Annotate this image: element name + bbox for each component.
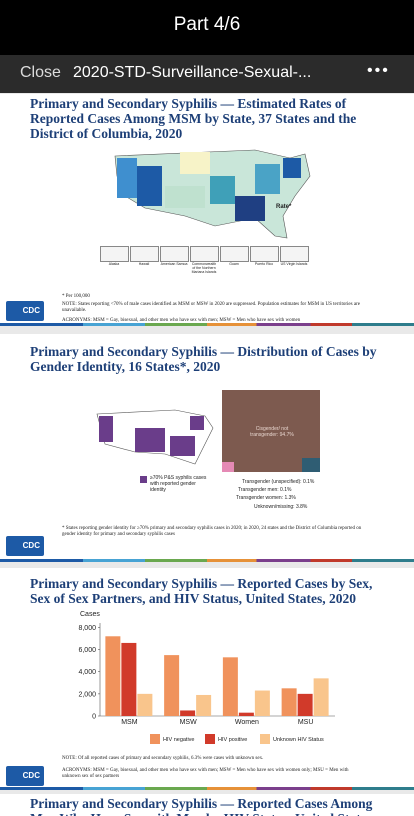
slide-title: Primary and Secondary Syphilis — Distrib…: [30, 344, 377, 374]
gender-map: [96, 409, 214, 465]
status-bar: Part 4/6: [0, 0, 414, 55]
segment-label: Transgender (unspecified): 0.1%: [242, 479, 315, 485]
segment-label: Transgender women: 1.3%: [236, 495, 296, 501]
slide-title: Primary and Secondary Syphilis — Reporte…: [30, 796, 373, 816]
treemap-block: [302, 458, 320, 472]
stripe: [0, 323, 414, 326]
slide: Primary and Secondary Syphilis — Estimat…: [0, 94, 414, 326]
acronyms: ACRONYMS: MSM = Gay, bisexual, and other…: [62, 318, 301, 323]
segment-label: Transgender men: 0.1%: [238, 487, 292, 493]
footnote: * States reporting gender identity for ≥…: [62, 526, 362, 537]
territory-label: Alaska: [108, 262, 120, 266]
rate-map: [114, 149, 311, 239]
territory-label: Commonwealth of the Northern Mariana Isl…: [191, 262, 217, 274]
treemap-block: [222, 462, 234, 472]
part-title: Part 4/6: [173, 14, 241, 35]
territory-label: Guam: [229, 262, 239, 266]
slide-title: Primary and Secondary Syphilis — Estimat…: [30, 96, 357, 141]
menu-button[interactable]: •••: [367, 62, 390, 79]
close-button[interactable]: Close: [20, 64, 61, 81]
territory-row: Alaska Hawaii American Samoa Commonwealth o…: [100, 246, 310, 274]
territory-box: [220, 246, 249, 262]
map-legend: ≥70% P&S syphilis cases with reported ge…: [150, 475, 207, 493]
territory-label: Hawaii: [138, 262, 150, 266]
document-title: 2020-STD-Surveillance-Sexual-...: [73, 64, 312, 81]
note: NOTE: States reporting <70% of male case…: [62, 302, 360, 313]
segment-label: Unknown/missing: 3.8%: [254, 504, 308, 510]
territory-label: Puerto Rico: [254, 262, 274, 266]
cdc-logo: CDC: [6, 766, 44, 786]
slide: Primary and Secondary Syphilis — Reporte…: [0, 568, 414, 790]
slide: Primary and Secondary Syphilis — Reporte…: [0, 794, 414, 816]
territory-label: American Samoa: [160, 262, 188, 266]
stripe: [0, 787, 414, 790]
footnote: * Per 100,000: [62, 294, 90, 299]
territory-box: [190, 246, 219, 262]
toolbar: Close 2020-STD-Surveillance-Sexual-... •…: [0, 55, 414, 93]
segment-label: Cisgender/ not transgender: 94.7%: [250, 426, 294, 438]
territory-box: [130, 246, 159, 262]
territory-box: [100, 246, 129, 262]
cdc-logo: CDC: [6, 536, 44, 556]
slide: Primary and Secondary Syphilis — Distrib…: [0, 334, 414, 562]
territory-box: [280, 246, 309, 262]
stripe: [0, 559, 414, 562]
territory-box: [250, 246, 279, 262]
acronyms: ACRONYMS: MSM = Gay, bisexual, and other…: [62, 768, 349, 779]
territory-label: US Virgin Islands: [280, 262, 308, 266]
cdc-logo: CDC: [6, 301, 44, 321]
legend-title: Rate*: [276, 204, 292, 210]
slide-title: Primary and Secondary Syphilis — Reporte…: [30, 576, 373, 606]
territory-box: [160, 246, 189, 262]
legend-swatch: [140, 476, 147, 483]
note: NOTE: Of all reported cases of primary a…: [62, 756, 264, 761]
